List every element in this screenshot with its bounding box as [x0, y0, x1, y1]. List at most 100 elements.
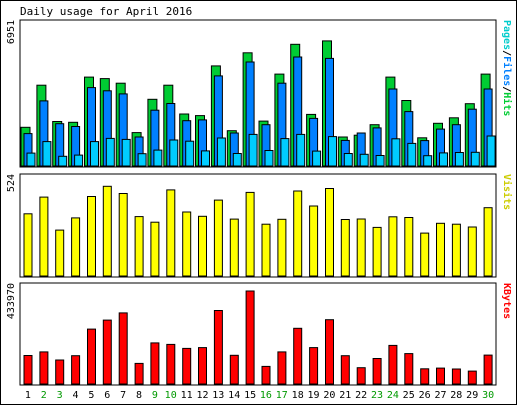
bar-kbytes-day-2 [39, 351, 49, 385]
bar-visits-day-8 [134, 216, 144, 277]
ymax-label: 433970 [6, 283, 17, 319]
x-tick-label-day-3: 3 [57, 390, 63, 401]
bar-visits-day-13 [213, 199, 223, 277]
x-tick-label-day-28: 28 [450, 390, 462, 401]
x-tick-label-day-20: 20 [323, 390, 335, 401]
bar-kbytes-day-14 [229, 354, 239, 385]
x-tick-label-day-14: 14 [228, 390, 240, 401]
series-axis-label: Visits [501, 174, 513, 210]
bar-pages-day-1 [26, 152, 36, 167]
bar-pages-day-9 [153, 149, 163, 167]
bar-visits-day-20 [325, 188, 334, 277]
bar-pages-day-20 [328, 136, 337, 167]
x-tick-label-day-18: 18 [292, 390, 304, 401]
bar-visits-day-15 [245, 191, 255, 277]
bar-visits-day-6 [102, 185, 112, 277]
bar-kbytes-day-3 [55, 359, 65, 385]
bar-visits-day-23 [372, 226, 382, 277]
panel-visits: 524 Visits [6, 173, 513, 278]
bar-visits-day-3 [55, 229, 65, 277]
label-hits: Hits [501, 92, 513, 116]
bar-pages-day-22 [359, 153, 369, 167]
bar-visits-day-17 [277, 218, 287, 277]
bar-kbytes-day-17 [277, 351, 287, 385]
bar-kbytes-day-28 [451, 368, 461, 385]
bar-kbytes-day-18 [293, 327, 303, 385]
series-axis-label: Pages/Files/Hits [501, 20, 513, 116]
bar-pages-day-6 [105, 137, 115, 167]
bar-visits-day-28 [451, 223, 461, 277]
bar-visits-day-22 [356, 218, 366, 277]
bar-kbytes-day-15 [245, 290, 255, 385]
panel-frame [19, 173, 497, 278]
label-visits: Visits [501, 174, 513, 210]
bar-kbytes-day-22 [356, 367, 366, 385]
bar-visits-day-7 [118, 193, 128, 277]
bar-kbytes-day-12 [198, 347, 207, 385]
bar-pages-day-2 [42, 141, 52, 167]
x-tick-label-day-4: 4 [72, 390, 78, 401]
bar-visits-day-1 [23, 213, 33, 277]
panel-kbytes: 433970 KBytes [6, 282, 512, 386]
x-tick-label-day-26: 26 [419, 390, 431, 401]
label-separator: / [501, 50, 512, 56]
bar-pages-day-12 [201, 150, 210, 167]
bar-kbytes-day-7 [118, 312, 128, 385]
bar-pages-day-25 [407, 142, 417, 167]
ymax-label: 524 [6, 174, 17, 192]
bar-pages-day-8 [137, 153, 147, 167]
bar-pages-day-29 [470, 151, 480, 167]
x-tick-label-day-11: 11 [181, 390, 193, 401]
bar-pages-day-5 [90, 141, 99, 167]
bar-pages-day-7 [121, 138, 131, 167]
bar-kbytes-day-21 [340, 355, 350, 385]
bar-pages-day-4 [74, 154, 84, 167]
chart-title: Daily usage for April 2016 [20, 5, 192, 18]
bar-visits-day-12 [198, 215, 207, 277]
bar-pages-day-19 [312, 150, 322, 167]
bar-kbytes-day-20 [325, 319, 334, 385]
bar-pages-day-17 [280, 138, 290, 167]
bar-kbytes-day-25 [404, 353, 414, 385]
bar-pages-day-21 [343, 153, 353, 167]
x-tick-label-day-29: 29 [466, 390, 478, 401]
x-tick-label-day-30: 30 [482, 390, 494, 401]
x-tick-label-day-27: 27 [434, 390, 446, 401]
x-tick-label-day-9: 9 [152, 390, 158, 401]
x-tick-label-day-15: 15 [244, 390, 256, 401]
x-tick-label-day-8: 8 [136, 390, 142, 401]
x-tick-label-day-6: 6 [104, 390, 110, 401]
bar-visits-day-11 [182, 211, 192, 277]
bar-visits-day-29 [467, 226, 477, 277]
x-tick-label-day-24: 24 [387, 390, 399, 401]
x-tick-label-day-12: 12 [196, 390, 208, 401]
x-tick-label-day-25: 25 [403, 390, 415, 401]
bar-pages-day-27 [439, 152, 448, 167]
bar-kbytes-day-5 [87, 328, 96, 385]
bar-kbytes-day-16 [261, 365, 271, 385]
bar-kbytes-day-13 [213, 310, 223, 385]
bar-visits-day-14 [229, 218, 239, 277]
bar-kbytes-day-26 [420, 368, 430, 385]
x-tick-label-day-7: 7 [120, 390, 126, 401]
series-axis-label: KBytes [501, 283, 512, 319]
bar-kbytes-day-24 [388, 344, 398, 385]
x-tick-label-day-13: 13 [212, 390, 224, 401]
bar-pages-day-24 [391, 138, 401, 167]
x-tick-label-day-21: 21 [339, 390, 351, 401]
bar-pages-day-14 [232, 153, 242, 167]
bar-pages-day-13 [216, 137, 226, 167]
label-files: Files [501, 56, 513, 86]
label-separator: / [501, 86, 512, 92]
bar-pages-day-23 [375, 155, 385, 167]
x-tick-label-day-16: 16 [260, 390, 272, 401]
bar-pages-day-30 [486, 135, 496, 167]
panel-hits_files_pages: 6951 Pages/Files/Hits [6, 19, 513, 168]
bar-kbytes-day-29 [467, 370, 477, 385]
bar-visits-day-16 [261, 223, 271, 277]
bar-visits-day-19 [309, 205, 319, 277]
bar-kbytes-day-6 [102, 319, 112, 385]
bar-pages-day-28 [454, 152, 464, 167]
bar-kbytes-day-10 [166, 343, 176, 385]
